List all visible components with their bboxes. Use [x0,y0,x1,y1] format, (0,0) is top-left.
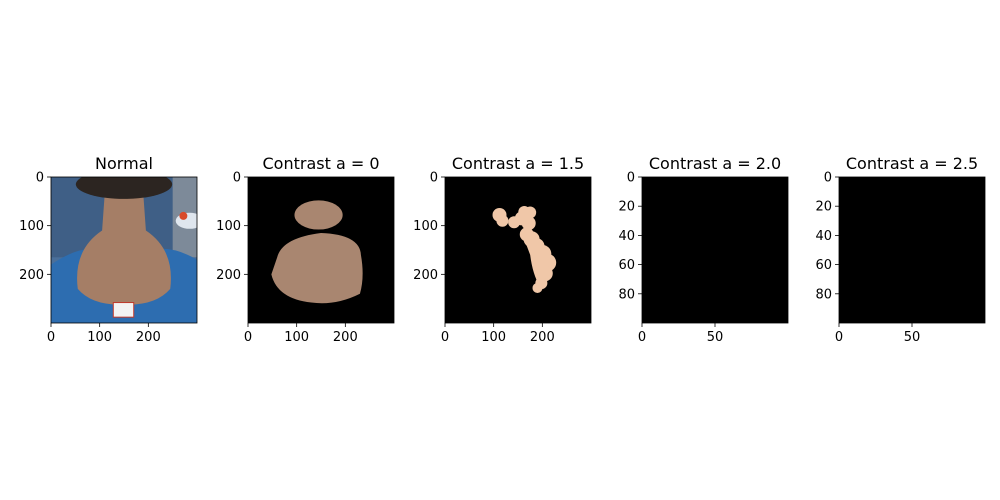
x-tick-label: 0 [441,330,449,345]
y-tick-label: 0 [233,171,241,186]
mask-region [271,232,363,304]
y-tick-label: 0 [627,171,635,186]
y-tick-label: 100 [413,219,438,234]
y-tick-label: 40 [618,229,635,244]
x-tick-label: 0 [244,330,252,345]
y-tick-label: 0 [824,171,832,186]
x-tick-label: 200 [136,330,161,345]
y-tick-label: 20 [815,200,832,215]
x-tick-label: 100 [284,330,309,345]
panel-4: Contrast a = 2.0 0 50 0 20 40 60 80 [618,154,789,345]
image-background [445,177,591,323]
panel-2: Contrast a = 0 0 100 200 0 100 200 [216,154,395,345]
y-tick-label: 60 [815,258,832,273]
image-background [839,177,985,323]
x-tick-label: 100 [87,330,112,345]
x-tick-label: 50 [904,330,921,345]
axes-frame [444,176,592,324]
y-tick-label: 40 [815,229,832,244]
panel-title: Contrast a = 2.5 [846,154,978,173]
panel-title: Contrast a = 2.0 [649,154,781,173]
x-tick-label: 100 [481,330,506,345]
y-tick-label: 0 [430,171,438,186]
mask-blob [524,206,537,219]
photo-hair [75,177,173,199]
mask-blob [496,214,509,227]
y-tick-label: 100 [216,219,241,234]
y-tick-label: 0 [36,171,44,186]
panel-title: Contrast a = 1.5 [452,154,584,173]
y-tick-label: 200 [216,268,241,283]
panel-5: Contrast a = 2.5 0 50 0 20 40 60 80 [815,154,986,345]
panel-3: Contrast a = 1.5 0 100 200 0 100 200 [413,154,592,345]
x-tick-label: 200 [530,330,555,345]
y-tick-label: 200 [413,268,438,283]
mask-blob [521,216,536,231]
mask-region [521,232,549,287]
panel-title: Normal [95,154,153,173]
y-tick-label: 80 [815,287,832,302]
photo-tag [112,302,135,318]
x-tick-label: 50 [707,330,724,345]
x-tick-label: 0 [638,330,646,345]
image-content [271,200,363,304]
mask-region [294,200,343,230]
image-background [642,177,788,323]
y-tick-label: 100 [19,219,44,234]
y-tick-label: 80 [618,287,635,302]
axes-frame [247,176,395,324]
x-tick-label: 200 [333,330,358,345]
image-content [51,177,197,323]
x-tick-label: 0 [47,330,55,345]
panel-title: Contrast a = 0 [262,154,379,173]
panel-1: Normal 0 100 200 0 100 200 [19,154,198,345]
y-tick-label: 60 [618,258,635,273]
image-content [492,206,557,293]
photo-skin [77,191,171,305]
axes-frame [50,176,198,324]
y-tick-label: 200 [19,268,44,283]
y-tick-label: 20 [618,200,635,215]
x-tick-label: 0 [835,330,843,345]
photo-object [179,211,188,220]
